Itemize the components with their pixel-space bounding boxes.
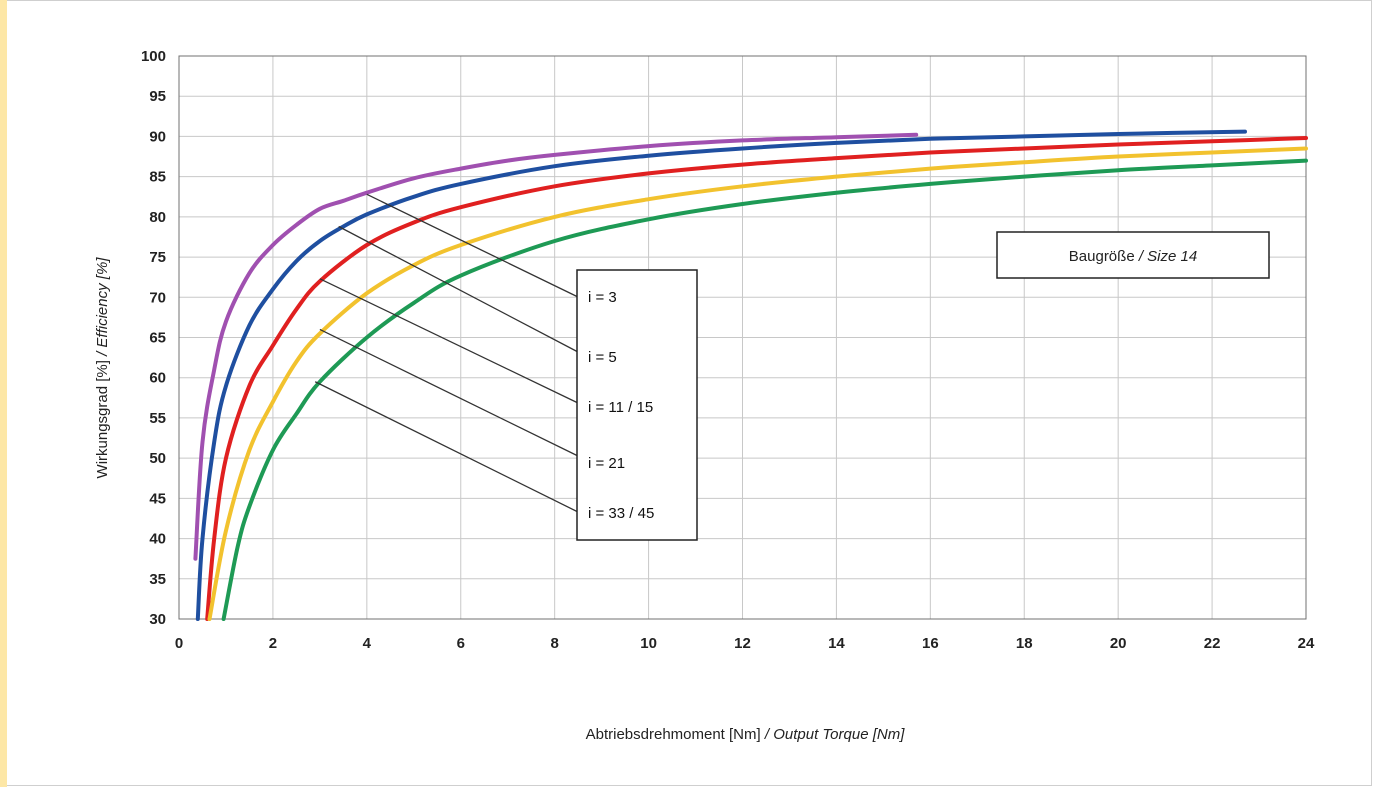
legend-entry: i = 5 [588,349,617,366]
legend-entry: i = 11 / 15 [588,399,653,416]
x-tick-label: 24 [1298,635,1315,652]
x-tick-label: 20 [1110,635,1127,652]
y-tick-label: 60 [149,370,166,387]
y-tick-label: 75 [149,249,166,266]
x-tick-label: 2 [269,635,277,652]
y-tick-label: 95 [149,88,166,105]
series-line [193,132,919,561]
page-frame [7,0,1372,786]
pointer-line [319,278,579,404]
y-tick-label: 45 [149,490,166,507]
y-tick-label: 85 [149,169,166,186]
left-accent-strip [0,0,7,787]
y-tick-label: 65 [149,330,166,347]
x-axis-title: Abtriebsdrehmoment [Nm] / Output Torque … [586,726,906,743]
x-tick-label: 18 [1016,635,1033,652]
legend: i = 3 i = 5 i = 11 / 15 i = 21 i = 33 / 45 [588,289,654,522]
legend-entry: i = 21 [588,455,625,472]
y-tick-label: 70 [149,289,166,306]
x-tick-label: 22 [1204,635,1221,652]
legend-entry: i = 33 / 45 [588,505,654,522]
series-line [205,136,1308,621]
x-tick-label: 8 [550,635,558,652]
x-tick-label: 16 [922,635,939,652]
y-tick-label: 50 [149,450,166,467]
pointer-line [314,381,579,513]
pointer-line [338,225,579,353]
x-tick-label: 12 [734,635,751,652]
series-lines [193,129,1308,621]
series-line [195,129,1247,621]
y-tick-label: 90 [149,128,166,145]
y-tick-label: 35 [149,571,166,588]
y-axis-ticks: 30 35 40 45 50 55 60 65 70 75 80 85 90 95 100 [141,48,166,628]
size-label: Baugröße / Size 14 [1069,248,1197,265]
legend-entry: i = 3 [588,289,617,306]
size-box [996,231,1270,279]
legend-box [576,269,698,541]
x-tick-label: 10 [640,635,657,652]
y-tick-label: 100 [141,48,166,65]
x-tick-label: 4 [363,635,372,652]
pointer-lines [314,193,579,513]
series-line [221,158,1308,621]
y-tick-label: 55 [149,410,166,427]
x-tick-label: 0 [175,635,183,652]
y-tick-label: 30 [149,611,166,628]
y-tick-label: 40 [149,531,166,548]
plot-area [178,55,1307,620]
x-axis-ticks: 0 2 4 6 8 10 12 14 16 18 20 22 24 [175,635,1315,652]
series-line [207,146,1308,621]
x-tick-label: 14 [828,635,845,652]
pointer-line [319,328,579,457]
pointer-line [366,193,579,298]
x-tick-label: 6 [457,635,465,652]
y-tick-label: 80 [149,209,166,226]
y-axis-title: Wirkungsgrad [%] / Efficiency [%] [94,257,111,479]
